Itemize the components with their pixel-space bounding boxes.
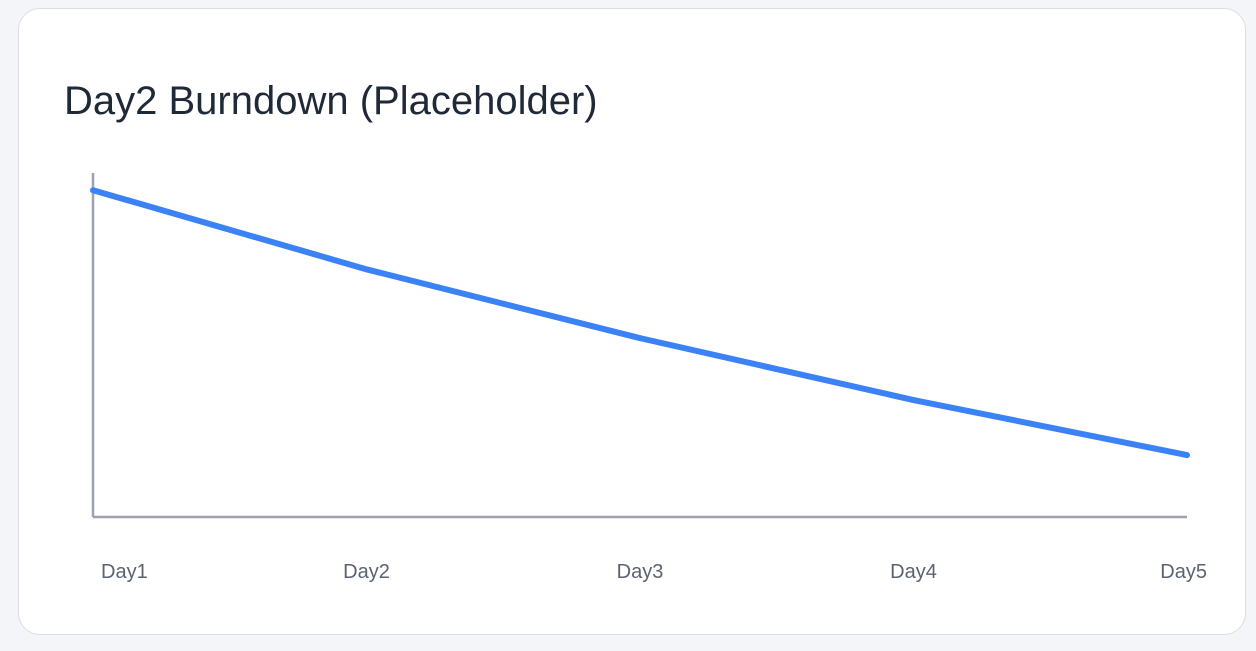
x-tick-label-day4: Day4 — [890, 561, 937, 583]
chart-card: Day2 Burndown (Placeholder) — [18, 8, 1246, 635]
x-tick-label-day3: Day3 — [617, 561, 664, 583]
data-point-day3 — [637, 335, 643, 342]
x-tick-labels: Day1 Day2 Day3 Day4 Day5 — [101, 561, 1207, 583]
x-tick-label-day1: Day1 — [101, 561, 148, 583]
x-tick-label-day5: Day5 — [1160, 561, 1207, 583]
data-point-day4 — [910, 397, 917, 404]
chart-title: Day2 Burndown (Placeholder) — [64, 79, 598, 123]
x-tick-label-day2: Day2 — [343, 561, 390, 583]
burndown-line — [92, 187, 1188, 459]
data-point-day1 — [90, 187, 96, 194]
data-point-day5 — [1184, 452, 1190, 459]
data-point-day2 — [363, 266, 370, 273]
